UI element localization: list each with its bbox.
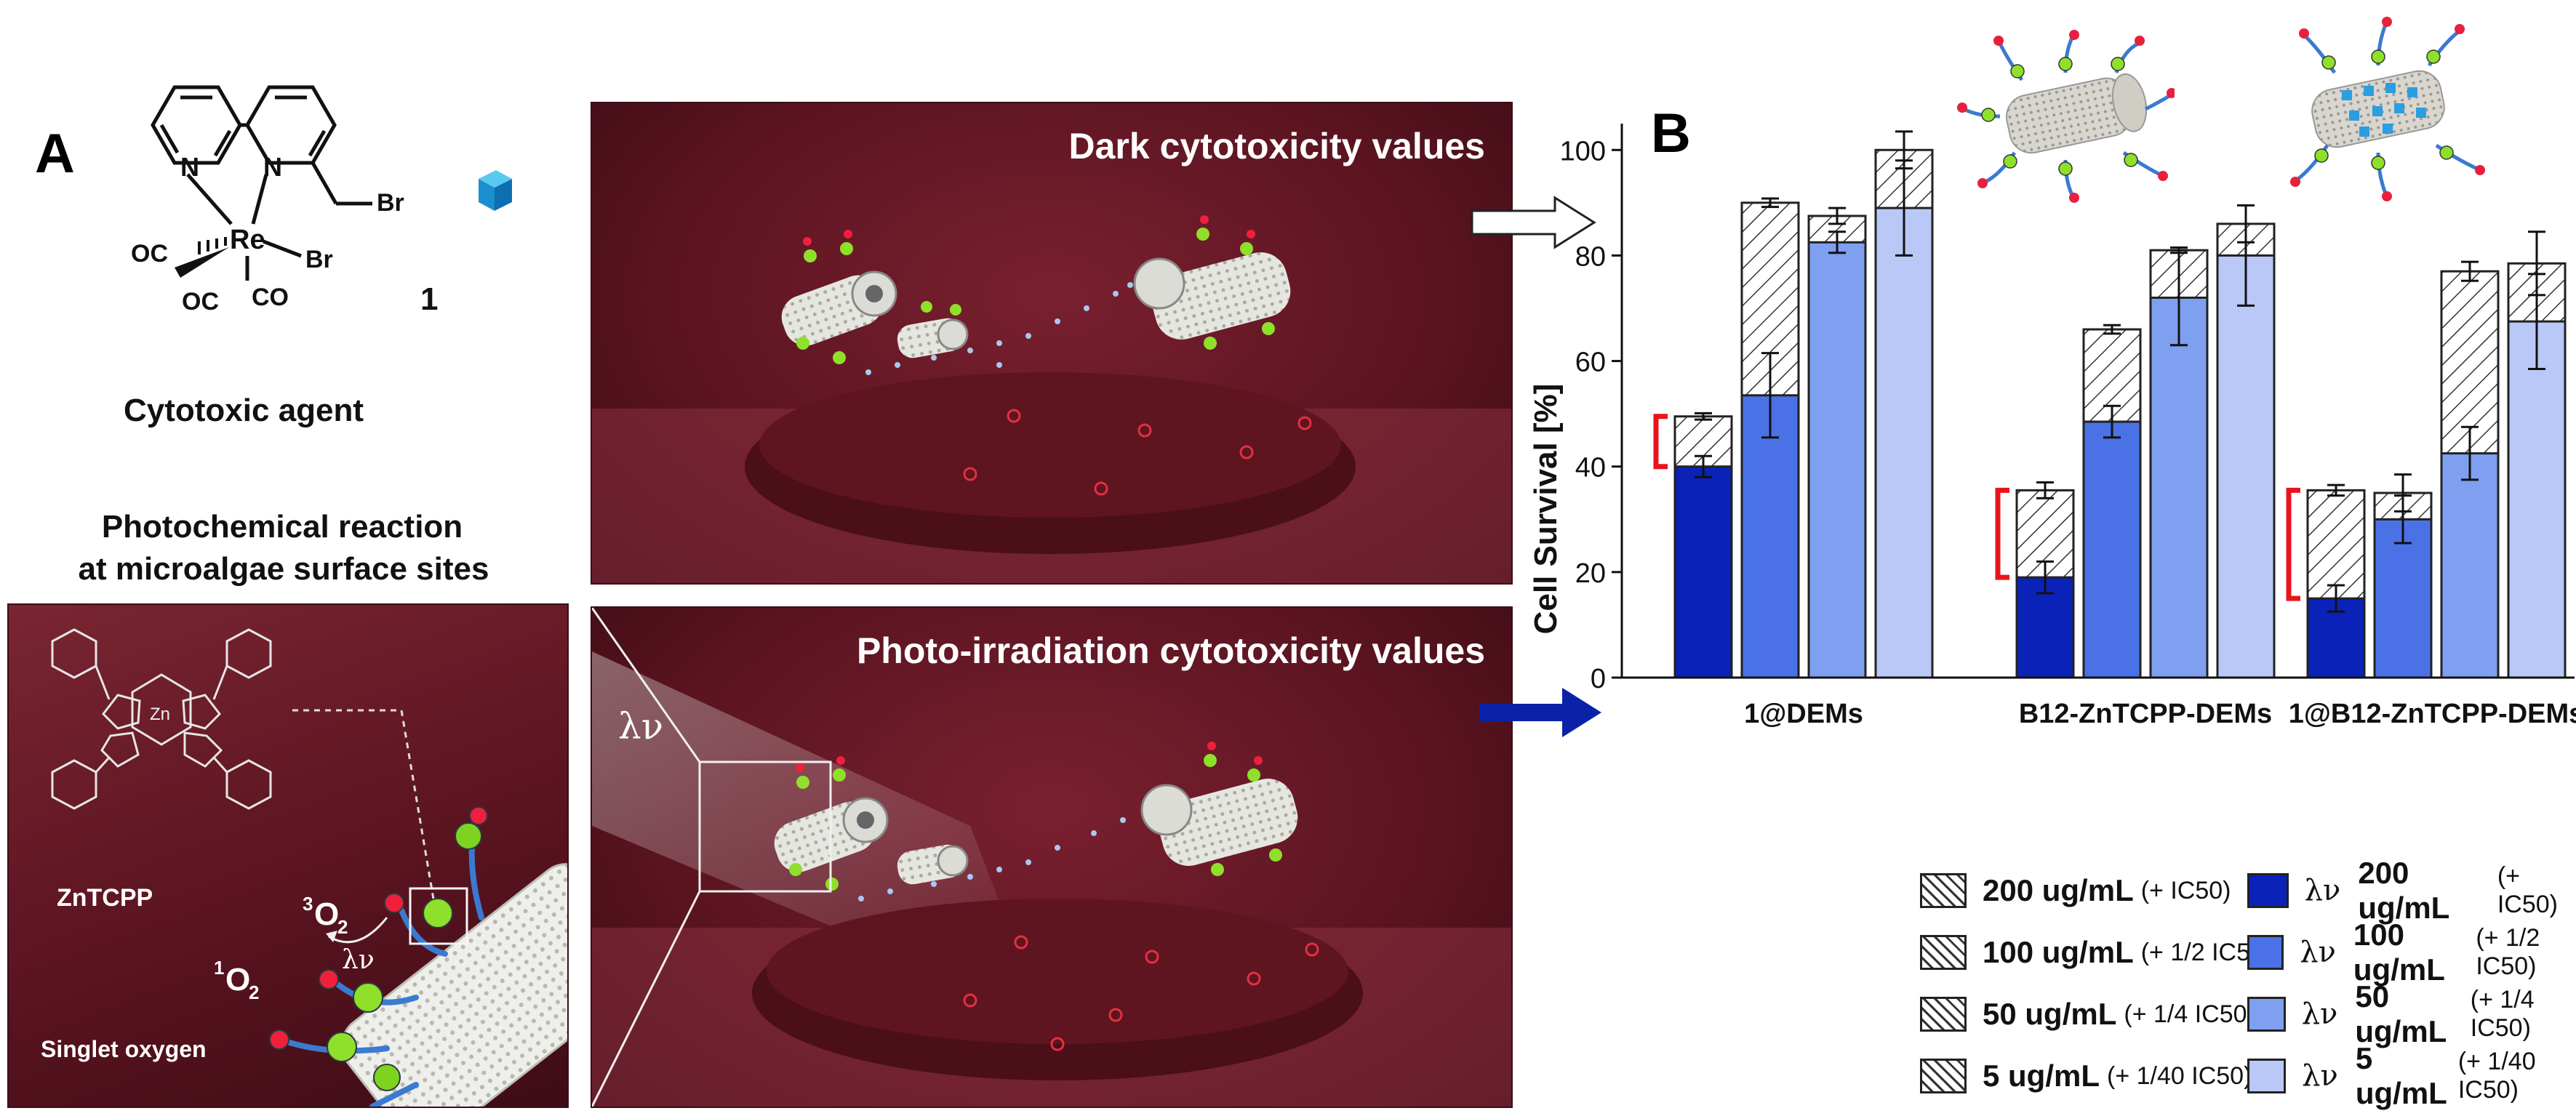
photo-scene: λν Photo-irradiation cytotoxicity values [591, 606, 1513, 1108]
inset-light-symbol: λν [342, 945, 375, 975]
reaction-inset: Zn ZnTCPP 3 [7, 603, 569, 1108]
legend-sublabel: (+ IC50) [2140, 876, 2231, 904]
compound-number: 1 [420, 281, 438, 317]
legend-light-symbol: λν [2300, 936, 2336, 969]
singlet-oxygen: O [225, 962, 250, 997]
nanotube-ligand-icon [1957, 30, 2175, 203]
difference-bracket [2286, 487, 2300, 601]
cube-icon [479, 170, 512, 211]
triplet-oxygen-subscript: 2 [337, 916, 348, 938]
zn-atom: Zn [150, 704, 170, 724]
y-axis-label: Cell Survival [%] [1528, 384, 1564, 635]
legend-label: 5 ug/mL [1983, 1059, 2100, 1093]
legend-label: 200 ug/mL [1983, 873, 2134, 907]
x-tick-label: 1@DEMs [1744, 699, 1863, 729]
legend-label: 50 ug/mL [1983, 997, 2117, 1031]
dark-arrow-icon [1471, 196, 1596, 249]
legend-sublabel: (+ 1/4 IC50) [2124, 1000, 2255, 1028]
x-tick-label: 1@B12-ZnTCPP-DEMs [2289, 699, 2576, 729]
legend-light-5: λν 5 ug/mL (+ 1/40 IC50) [2247, 1041, 2576, 1110]
ligand-oc2: OC [182, 288, 219, 316]
atom-re: Re [230, 225, 265, 255]
y-tick-label: 60 [1575, 348, 1606, 378]
legend-label: 200 ug/mL [2358, 856, 2450, 925]
y-tick-label: 20 [1575, 558, 1606, 589]
atom-br1: Br [377, 189, 404, 217]
y-tick-label: 0 [1591, 664, 1606, 694]
dark-scene-drawing [592, 215, 1511, 583]
singlet-oxygen-superscript: 1 [214, 957, 224, 979]
photo-scene-title: Photo-irradiation cytotoxicity values [856, 630, 1485, 671]
legend-dark-50: 50 ug/mL (+ 1/4 IC50) [1920, 989, 2255, 1040]
legend-sublabel: (+ 1/40 IC50) [2107, 1061, 2252, 1090]
legend-dark-200: 200 ug/mL (+ IC50) [1920, 865, 2231, 916]
dark-scene: Dark cytotoxicity values [591, 102, 1513, 585]
singlet-oxygen-label: Singlet oxygen [41, 1036, 207, 1062]
legend-swatch-hatched [1920, 935, 1967, 970]
light-bar [2373, 518, 2433, 679]
ligand-oc1: OC [131, 240, 168, 268]
legend-swatch-hatched [1920, 997, 1967, 1032]
light-bar [1673, 465, 1733, 679]
legend-light-100: λν 100 ug/mL (+ 1/2 IC50) [2247, 918, 2576, 987]
legend-light-symbol: λν [2304, 874, 2341, 907]
atom-n1: N [180, 152, 199, 182]
y-tick-label: 80 [1575, 241, 1606, 272]
singlet-oxygen-subscript: 2 [249, 981, 259, 1003]
y-tick-label: 100 [1560, 136, 1606, 166]
legend-label: 50 ug/mL [2355, 979, 2447, 1048]
light-bar [2440, 452, 2500, 679]
light-bar [1807, 241, 1867, 679]
legend-label: 100 ug/mL [1983, 935, 2134, 969]
ligand-co: CO [252, 284, 289, 311]
photo-scene-drawing: λν [592, 608, 1511, 1107]
x-tick-label: B12-ZnTCPP-DEMs [2019, 699, 2272, 729]
light-bar [2507, 320, 2567, 679]
legend-sublabel: (+ 1/4 IC50) [2470, 986, 2535, 1042]
legend-swatch-blue [2247, 997, 2286, 1032]
legend-swatch-hatched [1920, 1059, 1967, 1093]
legend-sublabel: (+ 1/2 IC50) [2476, 924, 2540, 980]
legend-light-symbol: λν [2302, 1059, 2338, 1093]
legend-dark-5: 5 ug/mL (+ 1/40 IC50) [1920, 1051, 2252, 1101]
compound-caption: Cytotoxic agent [124, 393, 364, 428]
atom-n2: N [263, 152, 282, 182]
difference-bracket [1653, 414, 1668, 470]
legend-swatch-hatched [1920, 873, 1967, 908]
nanotube-loaded-icon [2290, 17, 2485, 201]
legend-swatch-blue [2247, 1059, 2287, 1093]
triplet-oxygen: O [314, 896, 339, 932]
difference-bracket [1995, 487, 2009, 580]
reaction-title-line1: Photochemical reaction [101, 509, 463, 545]
light-bar [2149, 296, 2209, 679]
light-bar [1874, 206, 1934, 679]
compound-structure: N N Re Br Br OC OC CO 1 [131, 85, 438, 317]
triplet-oxygen-superscript: 3 [303, 893, 313, 915]
legend-dark-100: 100 ug/mL (+ 1/2 IC50) [1920, 927, 2272, 978]
panel-a-letter: A [35, 123, 75, 185]
legend-sublabel: (+ 1/40 IC50) [2457, 1048, 2536, 1104]
dark-scene-title: Dark cytotoxicity values [1068, 126, 1486, 166]
inset-drawing: Zn ZnTCPP 3 [41, 628, 567, 1107]
light-bar [2216, 254, 2276, 679]
legend-swatch-blue [2247, 935, 2284, 970]
survival-chart: 0 20 40 60 80 100 1@DEMs B12-ZnTCPP-DEMs 1@B12-Z… [1528, 124, 2576, 729]
panel-b-letter: B [1651, 103, 1691, 164]
legend-light-200: λν 200 ug/mL (+ IC50) [2247, 856, 2576, 925]
light-bar [2082, 420, 2142, 679]
legend-light-symbol: λν [2301, 997, 2338, 1031]
legend-sublabel: (+ IC50) [2497, 862, 2558, 918]
legend-swatch-blue [2247, 873, 2289, 908]
light-arrow-icon [1479, 688, 1601, 737]
legend-label: 5 ug/mL [2355, 1041, 2447, 1110]
porphyrin-label: ZnTCPP [57, 884, 153, 912]
atom-br2: Br [305, 246, 333, 273]
y-tick-label: 40 [1575, 453, 1606, 483]
reaction-title-line2: at microalgae surface sites [78, 551, 489, 587]
legend-light-50: λν 50 ug/mL (+ 1/4 IC50) [2247, 979, 2576, 1048]
photo-light-symbol: λν [618, 705, 663, 747]
legend-label: 100 ug/mL [2353, 918, 2445, 987]
